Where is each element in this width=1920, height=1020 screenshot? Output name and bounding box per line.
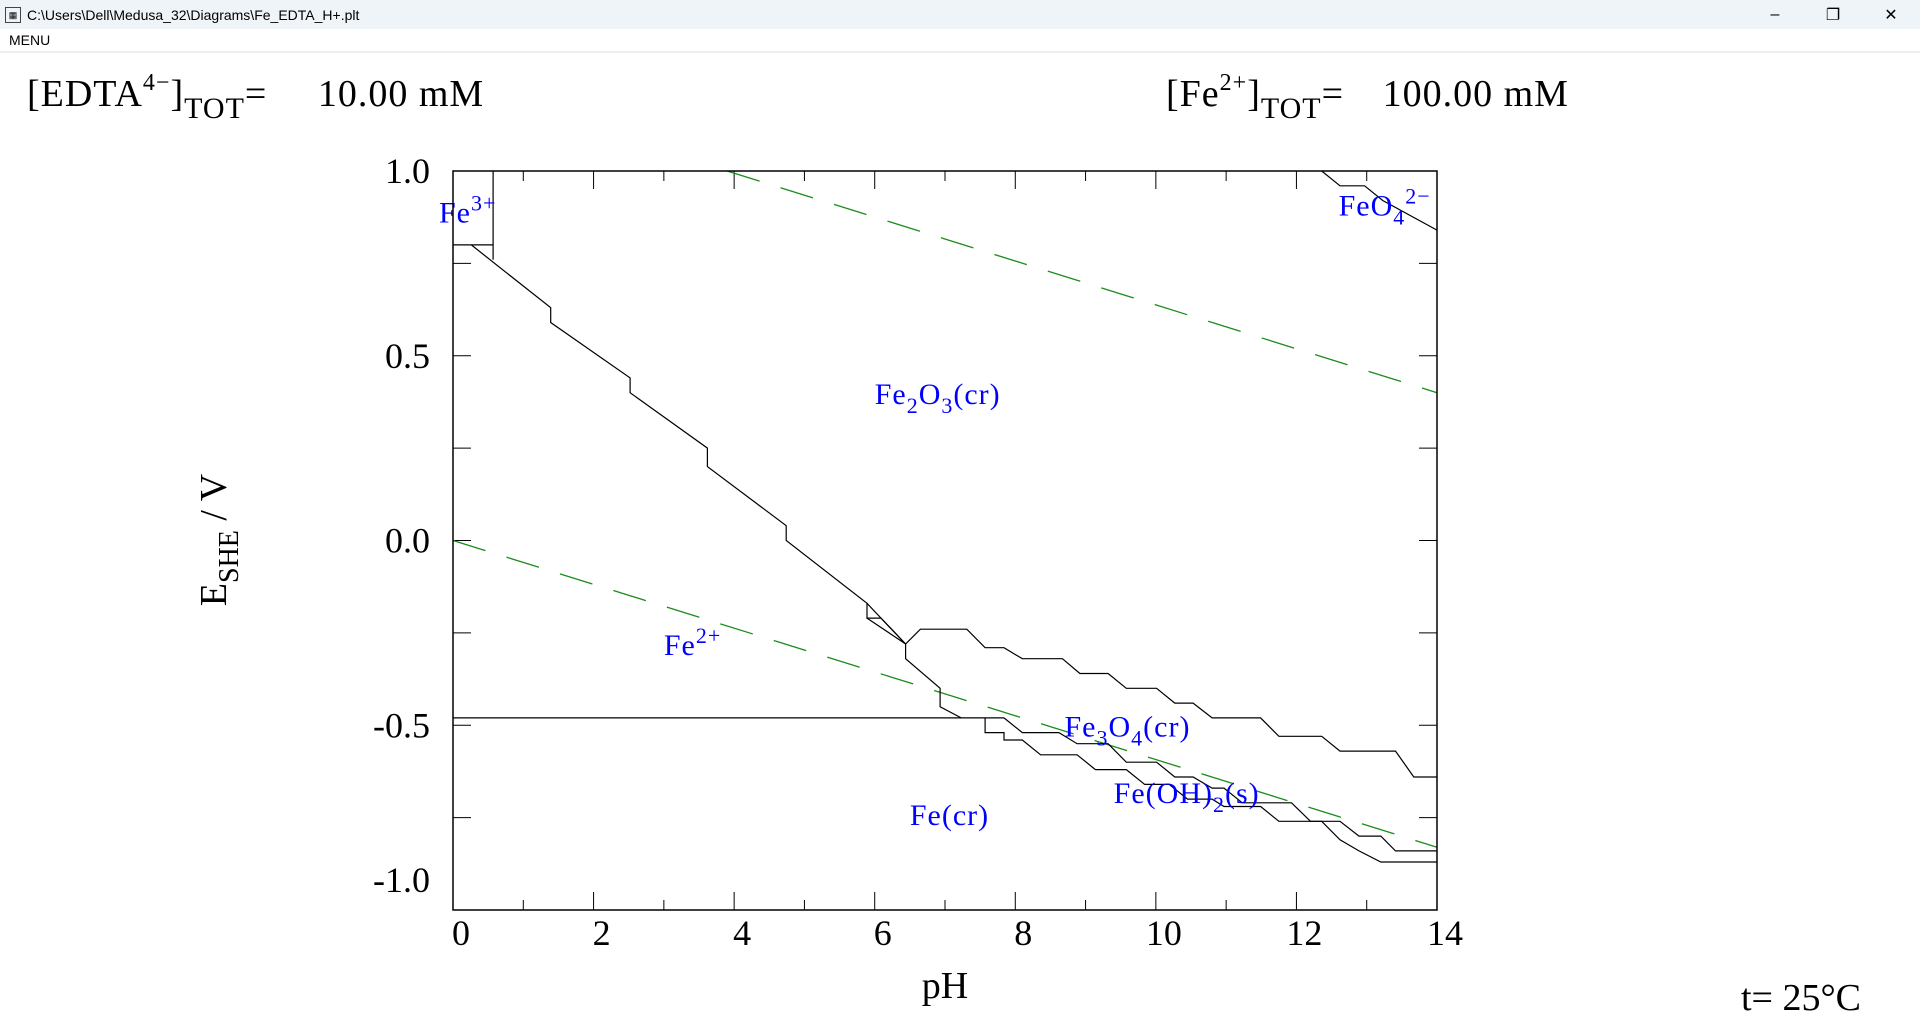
equals: = — [244, 73, 268, 115]
region-label-part: Fe(cr) — [910, 799, 989, 832]
region-label-fe2o3: Fe2O3(cr) — [875, 378, 1001, 418]
region-label-fe3: Fe3+ — [439, 191, 496, 230]
predominance-boundary — [1003, 717, 1437, 852]
region-label-part: (s) — [1225, 777, 1260, 810]
x-tick-label: 4 — [733, 913, 751, 953]
x-tick-label: 10 — [1146, 913, 1182, 953]
region-label-part: 2+ — [696, 623, 721, 648]
window-title: C:\Users\Dell\Medusa_32\Diagrams\Fe_EDTA… — [27, 6, 360, 23]
y-tick-label: 0.5 — [385, 336, 430, 376]
app-icon: ▦ — [5, 6, 21, 23]
bracket: ] — [170, 73, 185, 115]
x-tick-label: 14 — [1427, 913, 1463, 953]
region-label-part: 2 — [907, 393, 919, 418]
region-label-part: 3 — [941, 393, 953, 418]
region-label-part: 2 — [1213, 792, 1225, 817]
edta-value: 10.00 mM — [317, 73, 485, 115]
water-stability-line — [452, 539, 1438, 848]
x-tick-label: 0 — [452, 913, 470, 953]
y-label-unit: / V — [193, 473, 235, 530]
region-label-part: FeO — [1339, 189, 1394, 222]
y-label-sub: SHE — [214, 530, 245, 583]
tot-subscript: TOT — [184, 92, 245, 125]
region-label-fecr: Fe(cr) — [910, 799, 989, 832]
y-axis-label: ESHE / V — [193, 473, 245, 606]
region-label-part: Fe — [875, 378, 907, 411]
predominance-boundary — [1321, 170, 1438, 231]
menu-bar: MENU — [0, 29, 1920, 53]
close-button[interactable]: ✕ — [1884, 6, 1898, 24]
predominance-boundary — [866, 617, 962, 719]
bracket: ] — [1247, 73, 1261, 115]
water-stability-line — [726, 170, 1438, 394]
region-label-part: O — [919, 378, 942, 411]
menu-button[interactable]: MENU — [9, 32, 51, 48]
region-label-fe2: Fe2+ — [664, 623, 721, 662]
x-tick-label: 6 — [874, 913, 892, 953]
region-label-part: 4 — [1131, 725, 1143, 750]
restore-button[interactable]: ❐ — [1825, 6, 1841, 24]
region-label-part: 3+ — [471, 191, 496, 216]
region-label-part: (cr) — [1143, 710, 1190, 743]
fe-value: 100.00 mM — [1382, 73, 1569, 115]
plot-frame — [452, 170, 1438, 911]
fe-charge: 2+ — [1219, 70, 1248, 96]
x-tick-label: 8 — [1014, 913, 1032, 953]
y-tick-label: 0.0 — [385, 521, 430, 561]
region-label-feoh2: Fe(OH)2(s) — [1114, 777, 1260, 817]
edta-total-concentration: [EDTA4−]TOT= 10.00 mM — [27, 70, 484, 126]
title-bar: ▦ C:\Users\Dell\Medusa_32\Diagrams\Fe_ED… — [0, 0, 1920, 29]
y-tick-label: -0.5 — [373, 705, 430, 745]
region-label-part: O — [1108, 710, 1131, 743]
edta-charge: 4− — [142, 70, 171, 96]
region-label-feo4: FeO42− — [1339, 183, 1431, 229]
region-label-part: Fe — [664, 629, 696, 662]
x-axis-label: pH — [922, 965, 968, 1007]
region-label-fe3o4: Fe3O4(cr) — [1064, 710, 1190, 750]
region-label-part: Fe — [439, 197, 471, 230]
fe-label: [Fe — [1166, 73, 1220, 115]
region-label-part: 4 — [1393, 204, 1405, 229]
predominance-boundary — [866, 602, 1437, 778]
edta-label: [EDTA — [27, 73, 143, 115]
fe-total-concentration: [Fe2+]TOT= 100.00 mM — [1166, 70, 1569, 126]
region-label-part: (cr) — [953, 378, 1000, 411]
y-label-main: E — [193, 583, 235, 606]
predominance-boundary — [984, 717, 1437, 863]
x-tick-label: 2 — [593, 913, 611, 953]
temperature-label: t= 25°C — [1741, 977, 1861, 1019]
region-label-part: Fe(OH) — [1114, 777, 1213, 810]
y-tick-label: 1.0 — [385, 151, 430, 191]
y-tick-label: -1.0 — [373, 860, 430, 900]
predominance-boundary — [470, 244, 907, 645]
minimize-button[interactable]: – — [1770, 5, 1780, 23]
region-label-part: Fe — [1064, 710, 1096, 743]
x-tick-label: 12 — [1286, 913, 1322, 953]
region-label-part: 2− — [1405, 183, 1430, 208]
equals: = — [1321, 73, 1345, 115]
region-label-part: 3 — [1096, 725, 1108, 750]
tot-subscript: TOT — [1260, 92, 1322, 125]
